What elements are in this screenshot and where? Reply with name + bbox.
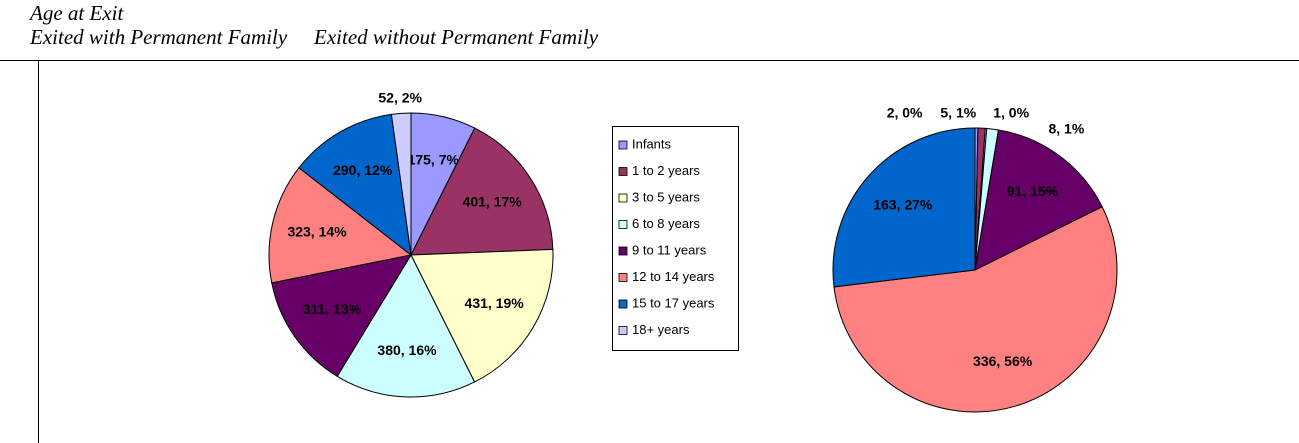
data-label: 336, 56% — [973, 353, 1033, 369]
legend-swatch — [618, 246, 628, 256]
legend-label: 12 to 14 years — [632, 269, 715, 284]
pie-slice — [410, 248, 554, 383]
legend-label: 6 to 8 years — [632, 216, 700, 231]
pie-slice — [298, 113, 412, 257]
data-label: 290, 12% — [333, 162, 393, 178]
legend-swatch — [618, 326, 628, 335]
data-label: 380, 16% — [377, 342, 437, 358]
pie-slice — [833, 206, 1118, 413]
data-label: 2, 0% — [887, 105, 923, 121]
legend-label: 15 to 17 years — [632, 295, 715, 310]
data-label: 5, 1% — [940, 105, 976, 121]
pie-slice — [410, 127, 554, 256]
legend-swatch — [618, 140, 628, 150]
data-label: 1, 0% — [993, 105, 1029, 121]
legend-label: 18+ years — [632, 322, 690, 337]
data-label: 175, 7% — [408, 152, 460, 168]
data-label: 431, 19% — [465, 295, 525, 311]
data-label: 323, 14% — [287, 224, 347, 240]
legend-swatch — [618, 220, 628, 229]
pie-slice — [336, 253, 476, 398]
page-title: Age at Exit — [28, 1, 124, 25]
data-label: 401, 17% — [463, 193, 523, 209]
legend-box — [612, 126, 739, 351]
legend-swatch — [618, 299, 628, 309]
data-label: 311, 13% — [303, 301, 362, 317]
legend-swatch — [618, 273, 628, 282]
pie-slice — [268, 167, 413, 284]
legend-label: 9 to 11 years — [632, 242, 707, 257]
pie-slice — [271, 254, 413, 378]
chart-title: Exited with Permanent Family — [29, 25, 288, 49]
chart-title: Exited without Permanent Family — [313, 25, 599, 49]
data-label: 52, 2% — [378, 90, 422, 106]
legend-label: Infants — [632, 136, 672, 151]
data-label: 91, 15% — [1007, 183, 1059, 199]
legend-swatch — [618, 167, 628, 176]
legend-swatch — [618, 193, 628, 203]
legend-label: 1 to 2 years — [632, 163, 700, 178]
data-label: 8, 1% — [1048, 121, 1084, 137]
pie-slice — [974, 129, 1103, 271]
pie-slice — [832, 127, 976, 288]
data-label: 163, 27% — [873, 197, 933, 213]
legend-label: 3 to 5 years — [632, 189, 700, 204]
pie-slice — [390, 112, 412, 256]
